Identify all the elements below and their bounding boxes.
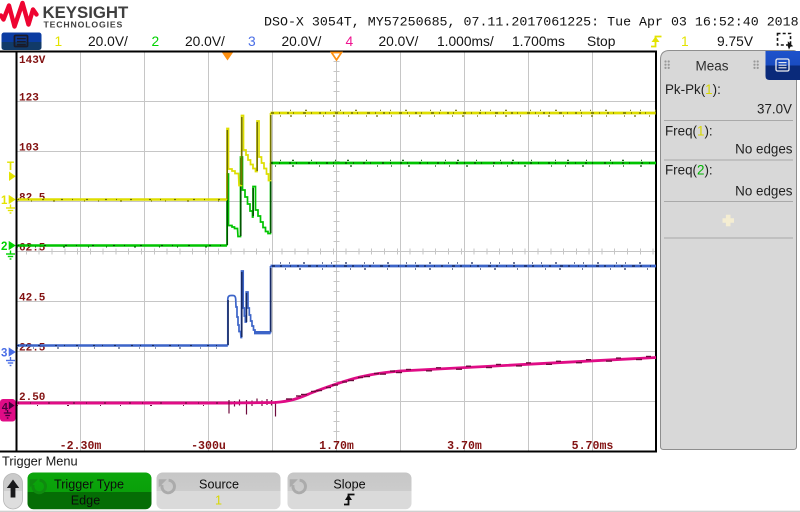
svg-text:Pk-Pk(1):: Pk-Pk(1): [665,82,721,97]
svg-text:1.700ms: 1.700ms [512,34,565,49]
svg-text:1: 1 [55,34,63,49]
svg-text:103: 103 [19,143,39,155]
svg-text:Trigger Menu: Trigger Menu [2,454,78,469]
svg-text:1.000ms/: 1.000ms/ [437,34,494,49]
svg-text:3.70m: 3.70m [447,440,482,453]
svg-text:20.0V/: 20.0V/ [185,34,225,49]
svg-text:Source: Source [199,478,239,492]
svg-text:TECHNOLOGIES: TECHNOLOGIES [44,20,124,30]
svg-text:143V: 143V [19,55,46,67]
svg-text:20.0V/: 20.0V/ [379,34,419,49]
svg-text:T: T [7,161,14,173]
svg-text:4: 4 [346,34,354,49]
svg-text:KEYSIGHT: KEYSIGHT [43,3,130,22]
svg-text:Trigger Type: Trigger Type [54,478,124,492]
svg-text:-300u: -300u [191,440,226,453]
svg-text:DSO-X 3054T, MY57250685, 07.11: DSO-X 3054T, MY57250685, 07.11.201706122… [264,15,799,30]
svg-text:1: 1 [681,34,689,49]
svg-text:9.75V: 9.75V [717,34,754,49]
svg-text:42.5: 42.5 [19,293,46,305]
svg-text:4: 4 [2,402,9,414]
svg-text:3: 3 [1,348,7,360]
svg-text:1: 1 [1,195,8,207]
svg-text:5.70ms: 5.70ms [572,440,614,453]
svg-text:2: 2 [152,34,160,49]
svg-text:1.70m: 1.70m [319,440,354,453]
svg-text:20.0V/: 20.0V/ [88,34,128,49]
svg-text:-2.30m: -2.30m [60,440,102,453]
svg-text:1: 1 [215,494,222,508]
svg-text:Freq(1):: Freq(1): [665,124,713,139]
svg-text:No edges: No edges [735,184,793,199]
svg-text:2.50: 2.50 [19,392,45,404]
svg-text:3: 3 [248,34,256,49]
svg-text:37.0V: 37.0V [757,102,792,117]
svg-text:20.0V/: 20.0V/ [282,34,322,49]
svg-text:Meas: Meas [695,59,728,74]
svg-text:Edge: Edge [71,494,100,508]
svg-text:Stop: Stop [587,34,616,49]
svg-text:123: 123 [19,93,39,105]
svg-text:No edges: No edges [735,142,793,157]
svg-text:Slope: Slope [333,478,365,492]
svg-text:Freq(2):: Freq(2): [665,163,713,178]
svg-text:2: 2 [1,241,7,253]
